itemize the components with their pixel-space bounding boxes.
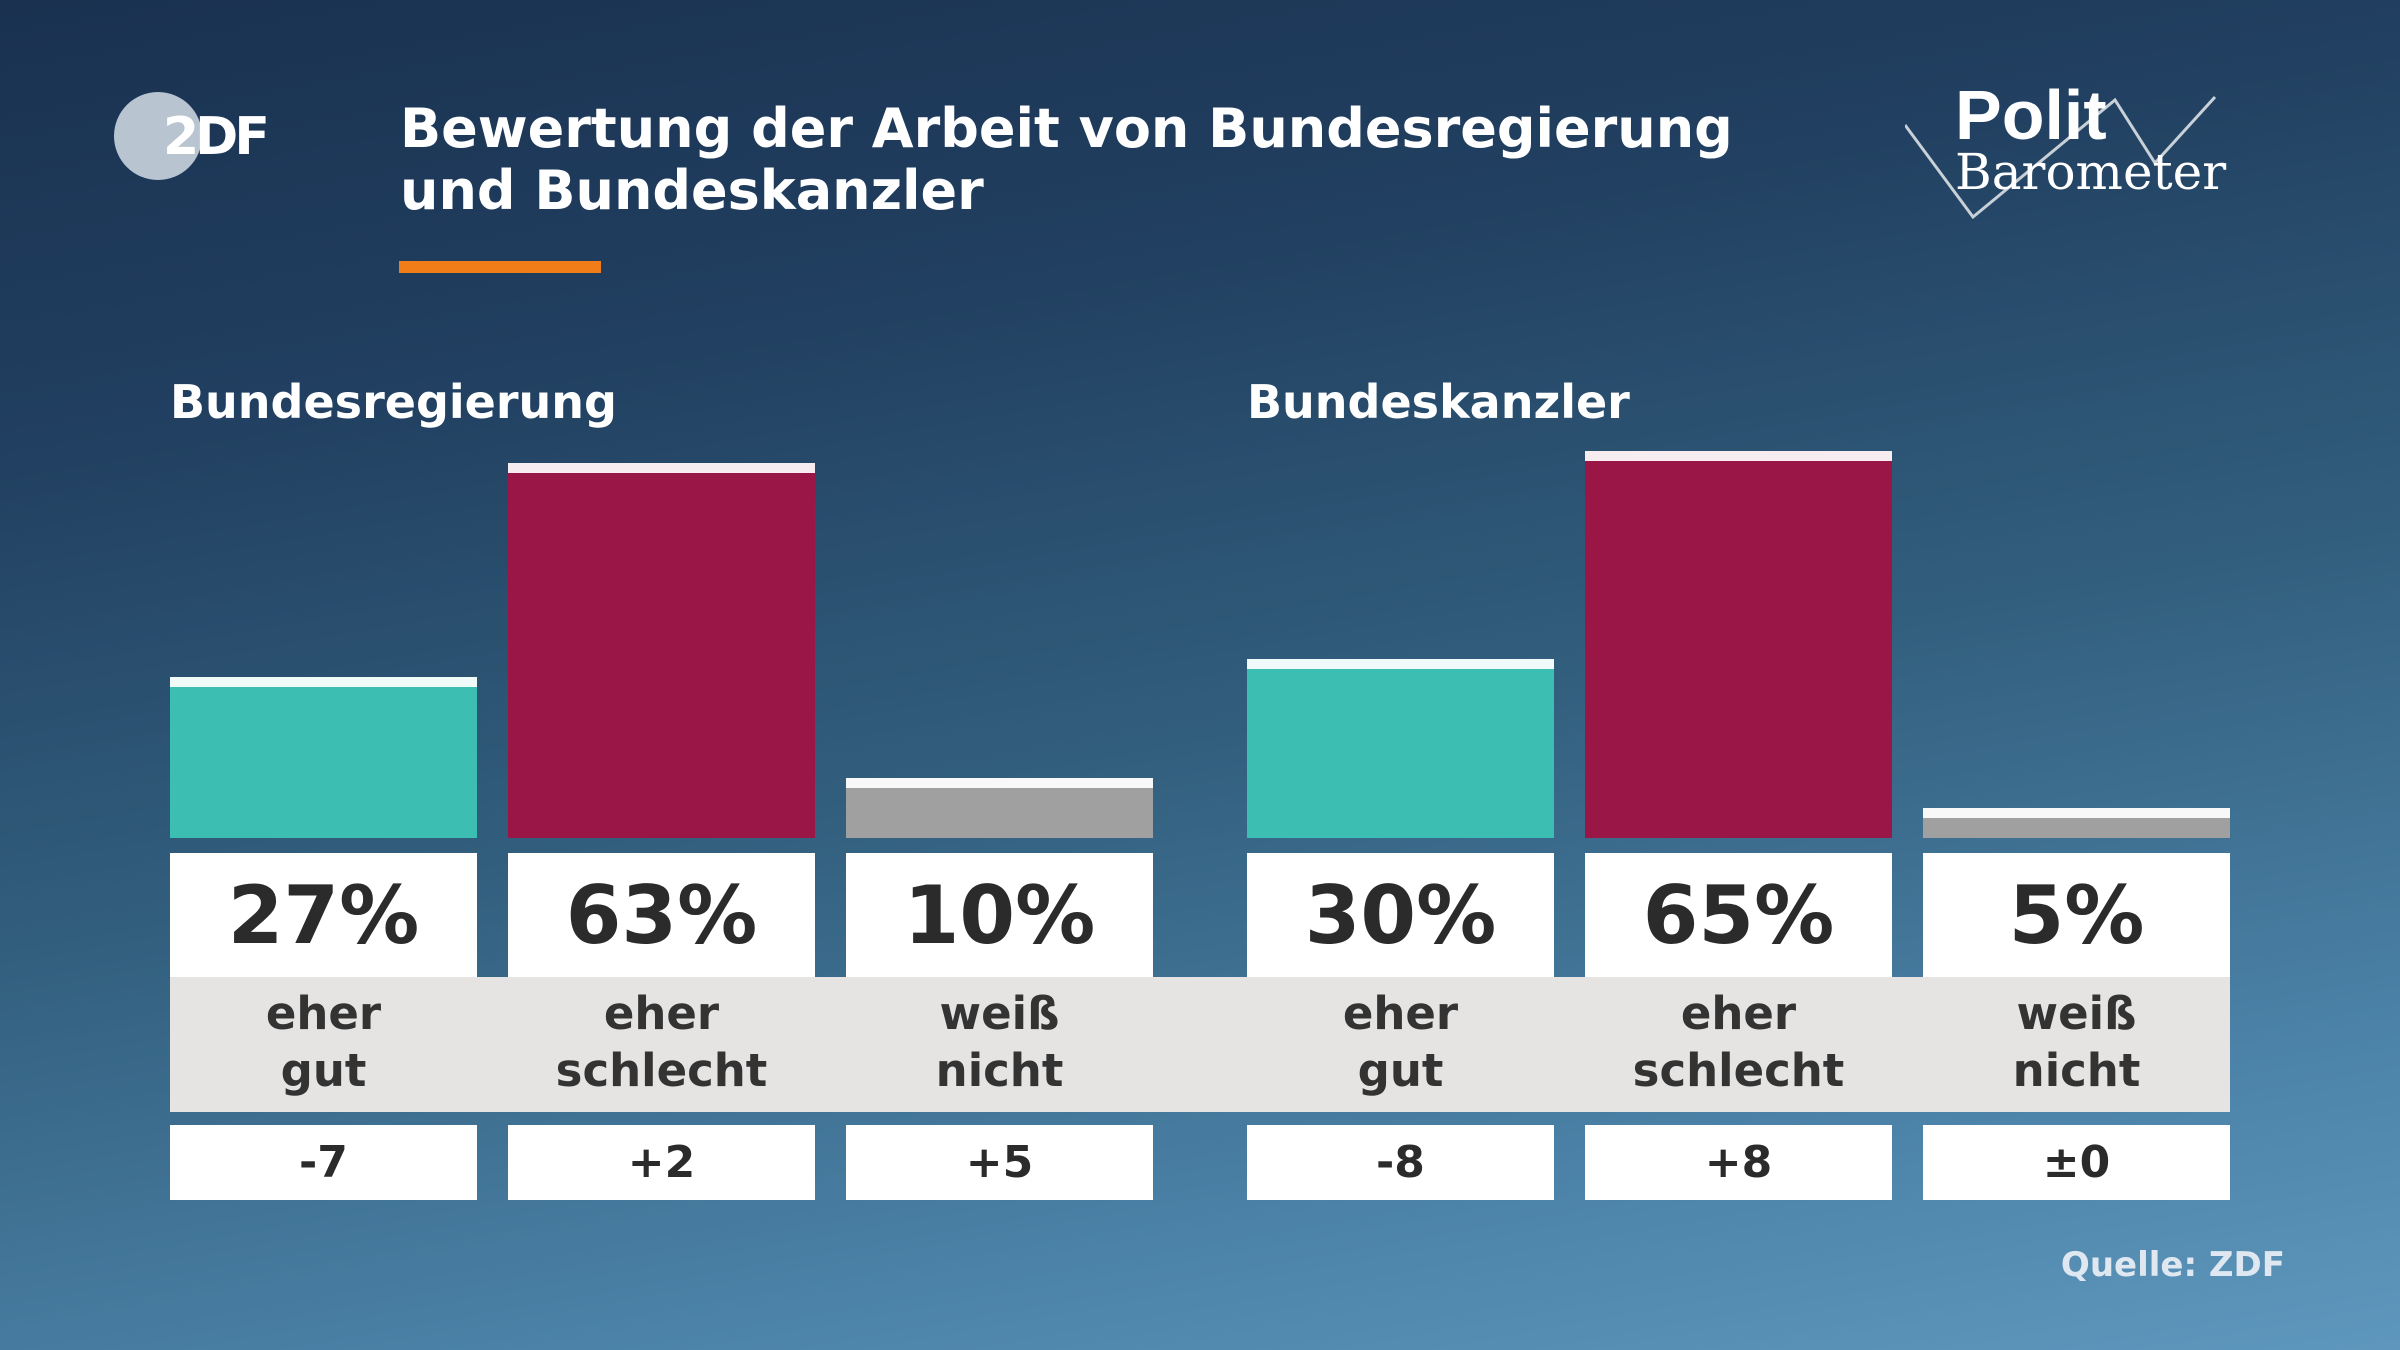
value-label: 27% [170, 853, 477, 977]
bar-1-2 [1923, 808, 2230, 838]
section-title-bundeskanzler: Bundeskanzler [1247, 375, 1630, 429]
category-label-line: schlecht [555, 1044, 768, 1097]
category-label-line: schlecht [1632, 1044, 1845, 1097]
category-label: weiß nicht [1923, 985, 2230, 1099]
label-band [170, 977, 2230, 1112]
category-label-line: gut [1357, 1044, 1444, 1097]
category-label-line: nicht [935, 1044, 1064, 1097]
category-label-line: eher [1680, 987, 1797, 1040]
category-label-line: nicht [2012, 1044, 2141, 1097]
category-label-line: weiß [2016, 987, 2137, 1040]
politbarometer-logo: Polit Barometer [1905, 75, 2235, 225]
category-label-line: eher [603, 987, 720, 1040]
bar-0-2 [846, 778, 1153, 838]
category-label: eher gut [1247, 985, 1554, 1099]
value-label: 65% [1585, 853, 1892, 977]
category-label: eher gut [170, 985, 477, 1099]
bar-1-1 [1585, 451, 1892, 838]
value-label: 5% [1923, 853, 2230, 977]
change-label: +5 [846, 1125, 1153, 1200]
change-label: -8 [1247, 1125, 1554, 1200]
category-label-line: weiß [939, 987, 1060, 1040]
change-label: +8 [1585, 1125, 1892, 1200]
value-label: 63% [508, 853, 815, 977]
category-label: eher schlecht [1585, 985, 1892, 1099]
change-label: ±0 [1923, 1125, 2230, 1200]
change-label: +2 [508, 1125, 815, 1200]
bar-0-1 [508, 463, 815, 838]
section-title-bundesregierung: Bundesregierung [170, 375, 617, 429]
category-label-line: eher [1342, 987, 1459, 1040]
value-label: 10% [846, 853, 1153, 977]
accent-underline [399, 261, 601, 273]
chart-title: Bewertung der Arbeit von Bundesregierung… [400, 97, 1733, 222]
zdf-logo: 2DF [114, 92, 270, 180]
category-label-line: eher [265, 987, 382, 1040]
svg-text:2DF: 2DF [163, 107, 266, 167]
category-label: weiß nicht [846, 985, 1153, 1099]
value-label: 30% [1247, 853, 1554, 977]
category-label-line: gut [280, 1044, 367, 1097]
source-note: Quelle: ZDF [2060, 1245, 2285, 1285]
category-label: eher schlecht [508, 985, 815, 1099]
change-label: -7 [170, 1125, 477, 1200]
bar-0-0 [170, 677, 477, 838]
bar-1-0 [1247, 659, 1554, 838]
